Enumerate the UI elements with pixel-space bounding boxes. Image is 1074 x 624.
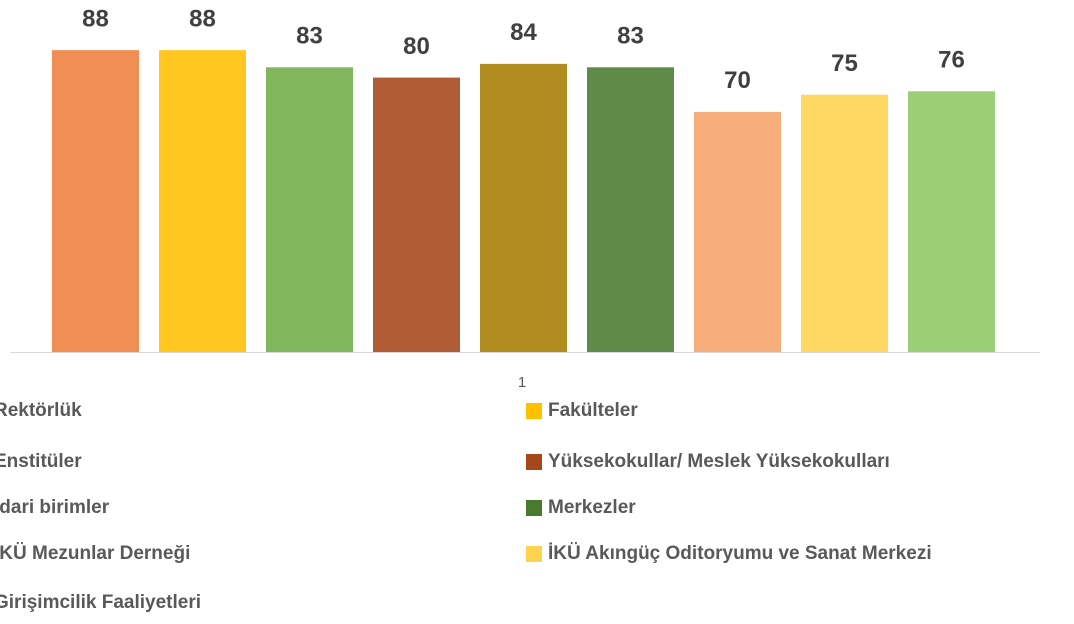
legend-swatch [526,403,542,419]
value-label: 83 [617,23,644,50]
bar [694,111,781,353]
legend-label: İdari birimler [0,497,110,518]
bar [480,63,567,352]
bar [801,94,888,352]
legend-label: Merkezler [548,497,636,518]
value-label: 75 [831,50,858,77]
x-tick-label: 1 [518,374,526,391]
value-label: 70 [724,67,751,94]
bar [52,50,139,352]
bar [908,91,995,352]
value-label: 80 [403,33,430,60]
bar-shade [908,91,995,352]
bar-shade [266,67,353,352]
value-label: 76 [938,47,965,74]
legend-label: Fakülteler [548,400,638,421]
legend-label: İKÜ Akıngüç Oditoryumu ve Sanat Merkezi [548,543,932,564]
bar-shade [694,111,781,353]
bar-shade [159,50,246,352]
bar-shade [373,77,460,352]
legend-label: Enstitüler [0,451,82,472]
bar [266,67,353,352]
bar [373,77,460,352]
legend-swatch [526,500,542,516]
bar-shade [52,50,139,352]
value-label: 88 [189,6,216,33]
bar-shade [801,94,888,352]
value-label: 84 [510,19,537,46]
value-label: 83 [296,23,323,50]
legend-label: Girişimcilik Faaliyetleri [0,592,201,613]
bar-shade [587,67,674,352]
bar [159,50,246,352]
value-label: 88 [82,6,109,33]
bar [587,67,674,352]
legend-swatch [526,546,542,562]
legend-label: Rektörlük [0,400,82,421]
bar-shade [480,63,567,352]
legend-label: İKÜ Mezunlar Derneği [0,543,190,564]
legend-swatch [526,454,542,470]
legend-label: Yüksekokullar/ Meslek Yüksekokulları [548,451,890,472]
